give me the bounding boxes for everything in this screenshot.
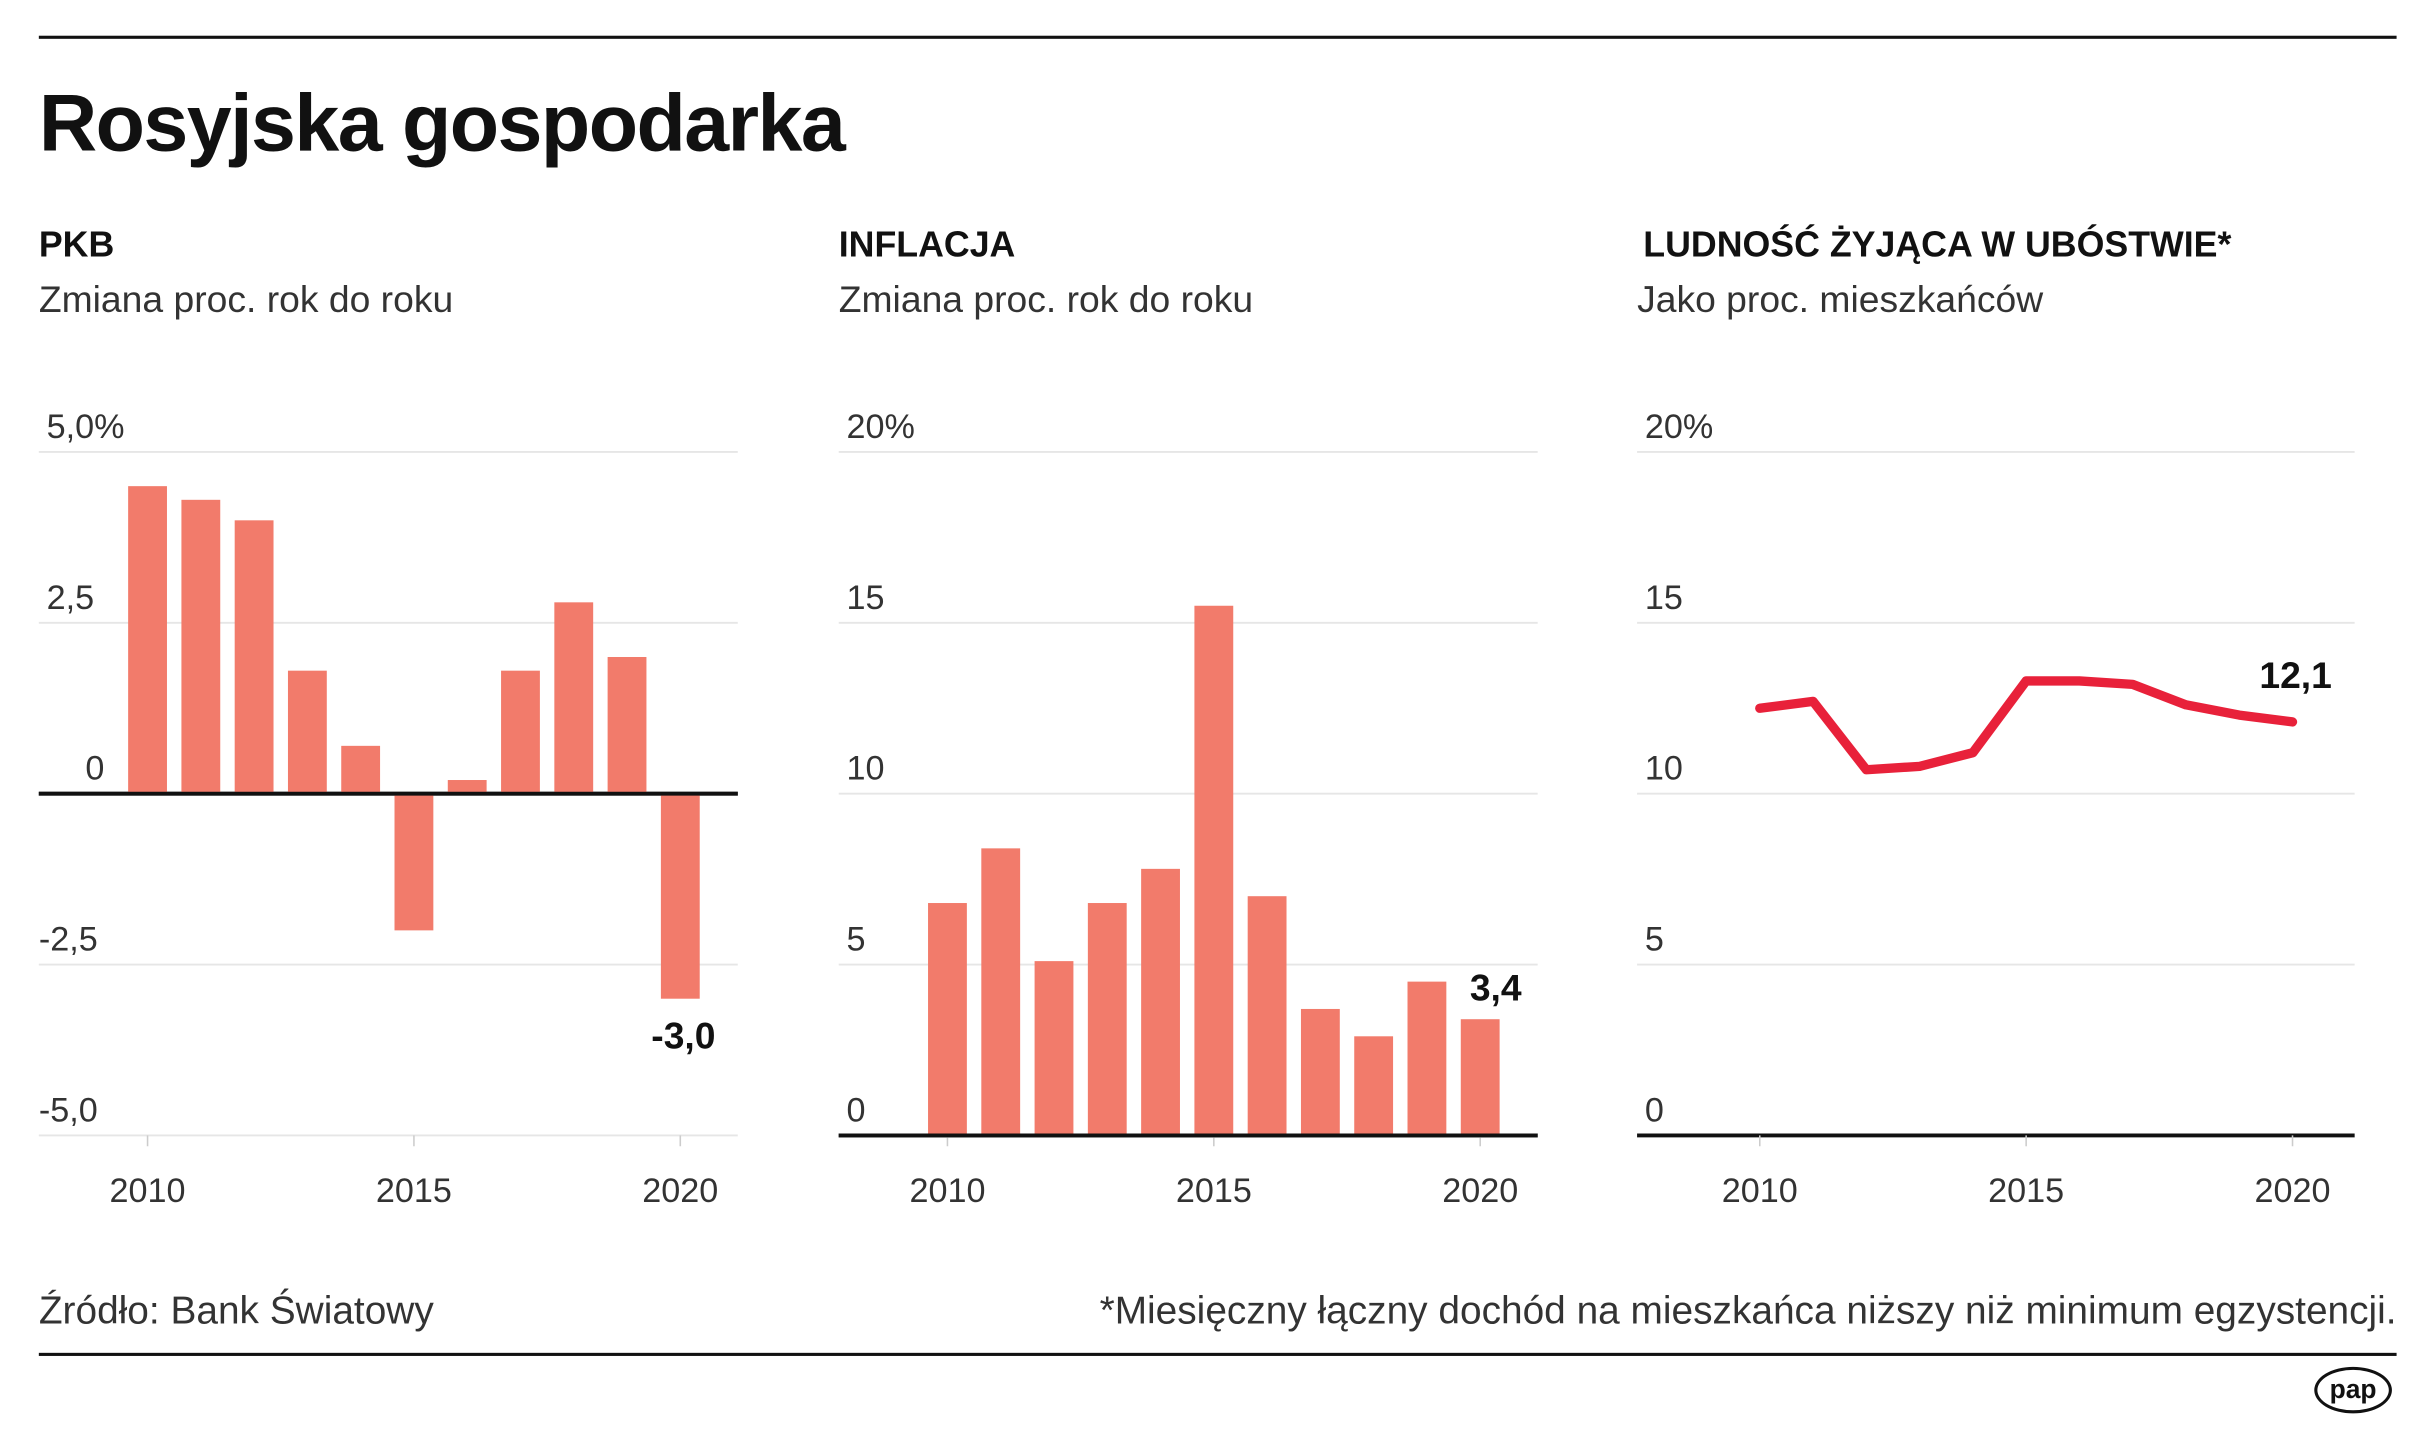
source-note: Źródło: Bank Światowy bbox=[38, 1289, 434, 1333]
bar-2013 bbox=[1087, 903, 1127, 1136]
x-tick-label: 2015 bbox=[376, 1172, 452, 1210]
y-tick-label: 5 bbox=[1645, 921, 1664, 959]
top-rule bbox=[38, 35, 2397, 39]
value-label: 3,4 bbox=[1470, 967, 1522, 1009]
bar-2012 bbox=[234, 520, 274, 794]
bar-2012 bbox=[1034, 961, 1074, 1136]
bar-2017 bbox=[1300, 1008, 1340, 1136]
x-tick-label: 2010 bbox=[909, 1172, 985, 1210]
bar-2018 bbox=[1354, 1036, 1394, 1136]
bar-2010 bbox=[928, 903, 967, 1136]
x-tick-label: 2020 bbox=[642, 1172, 718, 1210]
y-tick-label: 0 bbox=[846, 1091, 865, 1129]
value-label: -3,0 bbox=[651, 1014, 715, 1056]
bar-2011 bbox=[181, 499, 221, 794]
bar-2010 bbox=[128, 486, 167, 794]
bar-2019 bbox=[607, 657, 647, 794]
pap-logo: pap bbox=[2314, 1366, 2392, 1414]
value-label: 12,1 bbox=[2259, 654, 2332, 696]
bar-2015 bbox=[394, 793, 434, 931]
bottom-rule bbox=[38, 1352, 2397, 1356]
bar-2018 bbox=[554, 602, 594, 794]
bar-2015 bbox=[1194, 605, 1234, 1136]
bar-2011 bbox=[981, 848, 1021, 1136]
footnote: *Miesięczny łączny dochód na mieszkańca … bbox=[1099, 1289, 2397, 1333]
x-tick-label: 2010 bbox=[110, 1172, 186, 1210]
bar-2014 bbox=[341, 745, 381, 794]
inflation-subtitle: Zmiana proc. rok do roku bbox=[838, 279, 1254, 322]
poverty-subtitle: Jako proc. mieszkańców bbox=[1637, 279, 2044, 322]
x-tick-label: 2020 bbox=[2255, 1172, 2331, 1210]
y-tick-label: 0 bbox=[85, 750, 104, 788]
y-tick-label: -2,5 bbox=[39, 921, 98, 959]
y-tick-label: 5,0% bbox=[47, 408, 125, 446]
x-tick-label: 2015 bbox=[1176, 1172, 1252, 1210]
logo-text: pap bbox=[2329, 1374, 2377, 1405]
page-title: Rosyjska gospodarka bbox=[38, 79, 846, 170]
y-tick-label: 10 bbox=[846, 750, 884, 788]
x-tick-label: 2020 bbox=[1442, 1172, 1518, 1210]
poverty-line bbox=[1755, 676, 2298, 775]
y-tick-label: 20% bbox=[846, 408, 914, 446]
bar-2017 bbox=[501, 670, 540, 794]
bar-2019 bbox=[1407, 981, 1447, 1136]
bar-2014 bbox=[1141, 868, 1180, 1136]
x-tick-label: 2010 bbox=[1722, 1172, 1798, 1210]
pkb-title: PKB bbox=[38, 223, 115, 265]
bar-2020 bbox=[1460, 1019, 1500, 1136]
y-tick-label: 10 bbox=[1645, 750, 1683, 788]
inflation-title: INFLACJA bbox=[838, 223, 1016, 265]
y-tick-label: 2,5 bbox=[47, 579, 94, 617]
y-tick-label: 0 bbox=[1645, 1091, 1664, 1129]
y-tick-label: 5 bbox=[846, 921, 865, 959]
poverty-title: LUDNOŚĆ ŻYJĄCA W UBÓSTWIE* bbox=[1643, 223, 2232, 265]
y-tick-label: -5,0 bbox=[39, 1091, 98, 1129]
bar-2016 bbox=[447, 780, 487, 794]
y-tick-label: 20% bbox=[1645, 408, 1713, 446]
pkb-subtitle: Zmiana proc. rok do roku bbox=[38, 279, 454, 322]
bar-2020 bbox=[660, 793, 700, 999]
y-tick-label: 15 bbox=[846, 579, 884, 617]
bar-2013 bbox=[287, 670, 327, 794]
x-tick-label: 2015 bbox=[1988, 1172, 2064, 1210]
y-tick-label: 15 bbox=[1645, 579, 1683, 617]
bar-2016 bbox=[1247, 896, 1287, 1136]
